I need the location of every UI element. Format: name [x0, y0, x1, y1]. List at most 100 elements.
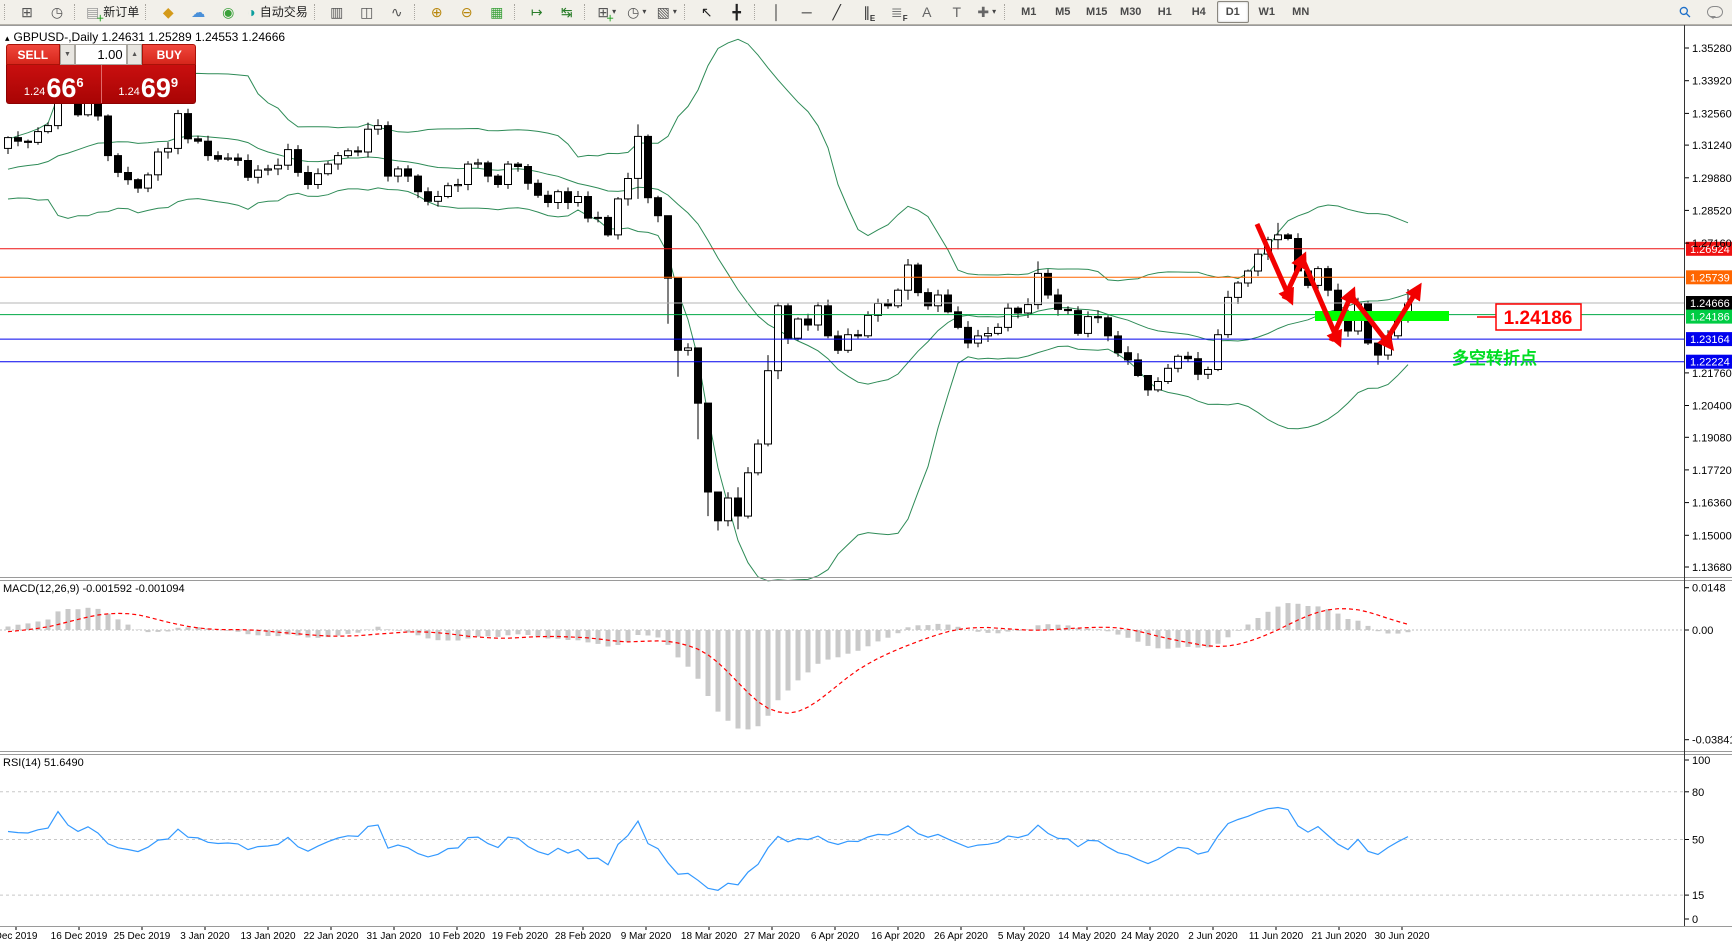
fibonacci-icon[interactable]: ≣ F — [883, 1, 911, 23]
chart-shift-icon[interactable]: ↹ — [553, 1, 581, 23]
periods-icon[interactable]: ◷ ▾ — [623, 1, 651, 23]
group-handle — [583, 4, 589, 20]
sell-price[interactable]: 1.24 66 6 — [7, 65, 102, 103]
trend-arrow[interactable] — [1281, 251, 1307, 301]
text-label-icon: T — [952, 4, 962, 20]
timeframe-m5-button[interactable]: M5 — [1055, 5, 1071, 18]
equidistant-channel-icon: ∥ E — [863, 4, 876, 23]
trendline-icon[interactable]: ╱ — [823, 1, 851, 23]
candle-body — [444, 185, 452, 197]
sell-price-prefix: 1.24 — [23, 85, 46, 98]
support-zone-bar[interactable] — [1315, 311, 1449, 321]
text-label-icon[interactable]: T — [943, 1, 971, 23]
one-click-toggle-icon[interactable]: ▴ — [5, 33, 10, 43]
volume-increase-button[interactable]: ▲ — [126, 44, 143, 65]
chart-title: GBPUSD-,Daily 1.24631 1.25289 1.24553 1.… — [13, 30, 286, 44]
timeframe-m1-button[interactable]: M1 — [1021, 5, 1037, 18]
timeframe-toolbar: M1 M5 M15 M30 H1 H4 D1 W1 MN — [1002, 0, 1318, 24]
candle-body — [404, 168, 412, 177]
date-axis-label: 25 Dec 2019 — [114, 931, 171, 942]
candle-body — [864, 314, 872, 337]
chat-icon — [1707, 6, 1723, 19]
candle-body — [1004, 307, 1012, 328]
candle-body — [994, 326, 1002, 334]
trend-arrow[interactable] — [1381, 282, 1422, 346]
arrows-icon[interactable]: ✚ ▾ — [973, 1, 1001, 23]
candle-body — [1034, 272, 1042, 306]
bar-chart-icon[interactable]: ▥ — [323, 1, 351, 23]
zoom-out-icon[interactable]: ⊖ — [453, 1, 481, 23]
candle-body — [314, 173, 322, 185]
crosshair-icon[interactable]: ╋ — [723, 1, 751, 23]
candle-body — [1194, 358, 1202, 375]
candle-body — [334, 155, 342, 165]
toolbar-group: ⊞ ◷ — [2, 0, 72, 24]
candle-body — [274, 164, 282, 170]
auto-scroll-icon[interactable]: ↦ — [523, 1, 551, 23]
new-order-button[interactable]: ▤ ＋新订单 — [83, 1, 142, 23]
text-icon[interactable]: A — [913, 1, 941, 23]
tile-windows-icon[interactable]: ▦ — [483, 1, 511, 23]
price-axis-label: 1.28520 — [1692, 205, 1732, 217]
buy-price[interactable]: 1.24 69 9 — [102, 65, 196, 103]
community-icon[interactable]: ☁ — [184, 1, 212, 23]
chat-button[interactable] — [1701, 1, 1729, 23]
price-axis-label: 1.32560 — [1692, 108, 1732, 120]
line-chart-icon[interactable]: ∿ — [383, 1, 411, 23]
candlestick-chart-icon[interactable]: ◫ — [353, 1, 381, 23]
candle-body — [1334, 289, 1342, 315]
timeframe-m30-button[interactable]: M30 — [1120, 5, 1142, 18]
timeframe-w1-button[interactable]: W1 — [1258, 5, 1275, 18]
trend-arrow[interactable] — [1300, 259, 1343, 348]
timeframe-m15-button[interactable]: M15 — [1086, 5, 1108, 18]
date-axis-label: 31 Jan 2020 — [366, 931, 421, 942]
candle-body — [1124, 352, 1132, 361]
trend-arrow[interactable] — [1328, 286, 1356, 343]
trend-arrow[interactable] — [1254, 222, 1294, 306]
candle-body — [1254, 253, 1262, 272]
price-callout-box[interactable] — [1495, 303, 1582, 331]
candle-body — [504, 163, 512, 186]
timeframe-d1-button[interactable]: D1 — [1216, 1, 1249, 23]
dropdown-caret-icon[interactable]: ▾ — [642, 7, 647, 16]
price-tag — [1686, 354, 1732, 369]
search-button[interactable]: ⚲ — [1671, 1, 1699, 23]
dropdown-caret-icon[interactable]: ▾ — [992, 7, 997, 16]
signals-icon[interactable]: ◉ — [214, 1, 242, 23]
price-axis-label: 1.33920 — [1692, 76, 1732, 88]
toolbar-group: ⊞ ＋ ▾ ◷ ▾ ▧ ▾ — [582, 0, 682, 24]
dropdown-caret-icon[interactable]: ▾ — [672, 7, 677, 16]
candle-body — [304, 172, 312, 185]
vertical-line-icon[interactable]: │ — [763, 1, 791, 23]
add-indicator-icon[interactable]: ⊞ ＋ ▾ — [593, 1, 621, 23]
horizontal-line-icon[interactable]: ─ — [793, 1, 821, 23]
volume-input[interactable]: 1.00 — [75, 44, 127, 65]
date-axis-label: 14 May 2020 — [1058, 931, 1116, 942]
templates-icon[interactable]: ▧ ▾ — [653, 1, 681, 23]
timeframe-mn-button[interactable]: MN — [1292, 5, 1310, 18]
buy-button[interactable]: BUY — [142, 44, 197, 65]
volume-decrease-button[interactable]: ▼ — [59, 44, 76, 65]
macd-axis-label: -0.038415 — [1692, 735, 1732, 747]
cursor-icon[interactable]: ↖ — [693, 1, 721, 23]
sell-button[interactable]: SELL — [6, 44, 60, 65]
new-chart-icon[interactable]: ⊞ — [13, 1, 41, 23]
group-handle — [74, 4, 79, 20]
periods-icon: ◷ — [627, 4, 640, 20]
line-chart-icon: ∿ — [390, 4, 403, 20]
equidistant-channel-icon[interactable]: ∥ E — [853, 1, 881, 23]
arrows-icon: ✚ — [977, 4, 990, 20]
candle-body — [1114, 335, 1122, 354]
candle-body — [1064, 308, 1072, 312]
zoom-in-icon[interactable]: ⊕ — [423, 1, 451, 23]
autotrading-button[interactable]: ◑ 自动交易 — [244, 1, 310, 23]
profiles-icon[interactable]: ◷ — [43, 1, 71, 23]
candle-body — [324, 163, 332, 175]
trend-arrow[interactable] — [1348, 292, 1395, 352]
timeframe-h4-button[interactable]: H4 — [1191, 5, 1206, 18]
timeframe-h1-button[interactable]: H1 — [1157, 5, 1172, 18]
dropdown-caret-icon[interactable]: ▾ — [612, 7, 617, 16]
candle-body — [1074, 310, 1082, 334]
deposit-gold-icon[interactable]: ◆ — [154, 1, 182, 23]
